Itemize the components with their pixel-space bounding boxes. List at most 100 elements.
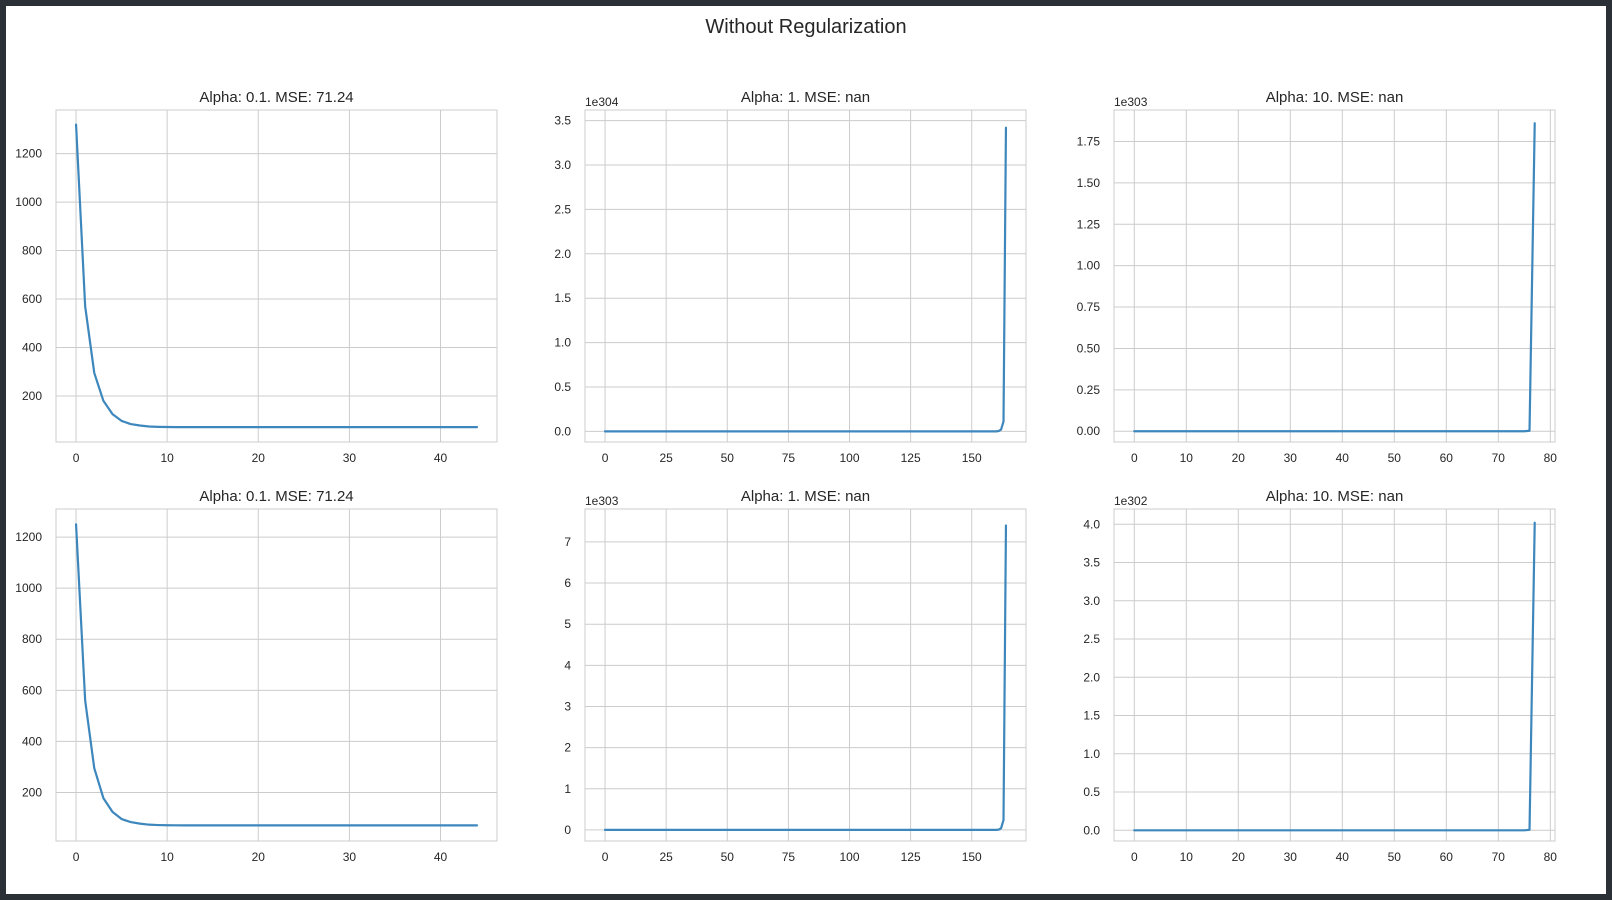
y-tick-label: 200	[22, 389, 42, 403]
x-tick-label: 25	[659, 850, 673, 864]
y-tick-label: 3.5	[1083, 556, 1100, 570]
x-tick-label: 40	[434, 850, 448, 864]
x-tick-label: 20	[252, 850, 266, 864]
subplot-title: Alpha: 10. MSE: nan	[1266, 488, 1404, 505]
x-tick-label: 75	[782, 451, 796, 465]
y-tick-label: 1	[564, 782, 571, 796]
y-tick-label: 1.0	[1083, 747, 1100, 761]
x-tick-label: 0	[1131, 850, 1138, 864]
subplot-title: Alpha: 1. MSE: nan	[741, 488, 870, 505]
loss-series-line	[1133, 122, 1536, 433]
y-tick-label: 0.75	[1077, 300, 1101, 314]
x-tick-label: 30	[343, 451, 357, 465]
subplot-row2-col1: 0 10 20 30 40 200 400 600 800 1000 1200 Alpha: 0.1.…	[0, 469, 507, 878]
subplot-row2-col3: 0 10 20 30 40 50 60 70 80 0.0 0.5 1.0 1.5 2.0 2.5 3.0 3.…	[1056, 469, 1565, 878]
y-tick-label: 6	[564, 576, 571, 590]
y-tick-label: 4	[564, 658, 571, 672]
x-tick-label: 50	[1388, 451, 1402, 465]
x-tick-label: 10	[160, 451, 174, 465]
subplot-title: Alpha: 1. MSE: nan	[741, 89, 870, 106]
loss-series-line	[74, 123, 479, 429]
y-tick-label: 0.0	[1083, 823, 1100, 837]
subplot-svg: 0 25 50 75 100 125 150 0.0 0.5 1.0 1.5 2.0 2.5 3.0 3.5…	[554, 89, 1027, 465]
x-tick-label: 100	[839, 850, 859, 864]
subplot-row1-col2: 0 25 50 75 100 125 150 0.0 0.5 1.0 1.5 2.0 2.5 3.0 3.5…	[527, 70, 1036, 479]
y-tick-label: 1000	[15, 581, 42, 595]
x-tick-label: 10	[160, 850, 174, 864]
x-tick-label: 10	[1180, 451, 1194, 465]
x-tick-label: 0	[602, 850, 609, 864]
y-tick-label: 2.5	[1083, 632, 1100, 646]
x-tick-label: 150	[962, 850, 982, 864]
axes-frame	[1113, 109, 1556, 443]
axes-frame	[55, 109, 498, 443]
y-tick-label: 1.0	[554, 336, 571, 350]
x-tick-label: 20	[1232, 850, 1246, 864]
axes-frame	[584, 109, 1027, 443]
x-tick-label: 100	[839, 451, 859, 465]
y-tick-label: 5	[564, 617, 571, 631]
x-tick-label: 25	[659, 451, 673, 465]
axes-frame	[55, 508, 498, 842]
y-offset-label: 1e302	[1114, 494, 1148, 508]
x-tick-label: 0	[73, 451, 80, 465]
y-tick-label: 1.75	[1077, 134, 1101, 148]
x-tick-label: 0	[602, 451, 609, 465]
subplot-title: Alpha: 0.1. MSE: 71.24	[199, 89, 353, 106]
y-tick-label: 3.5	[554, 114, 571, 128]
y-tick-label: 1.25	[1077, 217, 1101, 231]
x-tick-label: 20	[1232, 451, 1246, 465]
y-tick-label: 2	[564, 741, 571, 755]
y-tick-label: 4.0	[1083, 517, 1100, 531]
subplot-svg: 0 10 20 30 40 200 400 600 800 1000 1200 Alpha: 0.1.…	[15, 488, 498, 864]
y-tick-label: 7	[564, 535, 571, 549]
x-tick-label: 70	[1492, 451, 1506, 465]
subplot-svg: 0 10 20 30 40 50 60 70 80 0.0 0.5 1.0 1.5 2.0 2.5 3.0 3.…	[1083, 488, 1558, 864]
x-tick-label: 50	[1388, 850, 1402, 864]
y-tick-label: 1.50	[1077, 176, 1101, 190]
subplot-svg: 0 10 20 30 40 200 400 600 800 1000 1200 Alpha: 0.1.…	[15, 89, 498, 465]
y-tick-label: 0.00	[1077, 424, 1101, 438]
x-tick-label: 50	[721, 850, 735, 864]
loss-series-line	[1133, 521, 1536, 832]
x-tick-label: 60	[1440, 850, 1454, 864]
y-tick-label: 2.0	[554, 247, 571, 261]
y-tick-label: 200	[22, 785, 42, 799]
y-tick-label: 1200	[15, 147, 42, 161]
x-tick-label: 30	[343, 850, 357, 864]
y-tick-label: 1.5	[554, 291, 571, 305]
loss-series-line	[74, 523, 479, 827]
x-tick-label: 30	[1284, 451, 1298, 465]
subplot-svg: 0 10 20 30 40 50 60 70 80 0.00 0.25 0.50 0.75 1.00 1.2…	[1077, 89, 1558, 465]
y-tick-label: 400	[22, 734, 42, 748]
x-tick-label: 40	[1336, 451, 1350, 465]
subplot-row1-col1: 0 10 20 30 40 200 400 600 800 1000 1200 Alpha: 0.1.…	[0, 70, 507, 479]
x-tick-label: 80	[1544, 850, 1558, 864]
y-tick-label: 1000	[15, 195, 42, 209]
y-tick-label: 0	[564, 823, 571, 837]
subplot-row1-col3: 0 10 20 30 40 50 60 70 80 0.00 0.25 0.50 0.75 1.00 1.2…	[1056, 70, 1565, 479]
y-tick-label: 0.5	[554, 380, 571, 394]
figure-suptitle: Without Regularization	[705, 16, 907, 38]
y-tick-label: 2.0	[1083, 670, 1100, 684]
x-tick-label: 75	[782, 850, 796, 864]
loss-series-line	[603, 126, 1008, 433]
y-tick-label: 800	[22, 244, 42, 258]
y-tick-label: 3.0	[1083, 594, 1100, 608]
y-tick-label: 1.00	[1077, 259, 1101, 273]
y-offset-label: 1e304	[585, 95, 619, 109]
y-tick-label: 0.0	[554, 424, 571, 438]
figure: Without Regularization 0 10 20 30 40 200 400 60…	[6, 6, 1606, 894]
x-tick-label: 20	[252, 451, 266, 465]
subplot-title: Alpha: 0.1. MSE: 71.24	[199, 488, 353, 505]
x-tick-label: 0	[73, 850, 80, 864]
y-tick-label: 1.5	[1083, 709, 1100, 723]
x-tick-label: 30	[1284, 850, 1298, 864]
axes-frame	[1113, 508, 1556, 842]
loss-series-line	[603, 524, 1008, 831]
y-offset-label: 1e303	[1114, 95, 1148, 109]
x-tick-label: 70	[1492, 850, 1506, 864]
y-tick-label: 800	[22, 632, 42, 646]
x-tick-label: 40	[1336, 850, 1350, 864]
x-tick-label: 10	[1180, 850, 1194, 864]
